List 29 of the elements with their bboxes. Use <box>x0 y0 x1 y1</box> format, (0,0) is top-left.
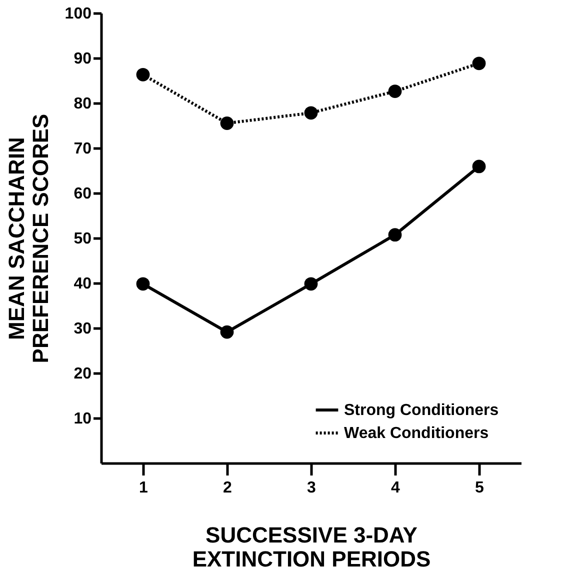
y-tick-label: 60 <box>74 186 92 202</box>
point <box>136 68 150 82</box>
x-axis-title: SUCCESSIVE 3-DAY EXTINCTION PERIODS <box>192 522 431 572</box>
point <box>220 116 234 130</box>
x-tick-label: 3 <box>307 480 316 496</box>
y-tick-label: 10 <box>74 410 92 428</box>
y-tick-label: 70 <box>74 140 92 158</box>
y-tick-label: 40 <box>74 276 92 292</box>
point <box>472 160 486 174</box>
point <box>304 277 318 291</box>
y-axis-title: MEAN SACCHARIN PREFERENCE SCORES <box>4 114 53 364</box>
point <box>388 84 402 98</box>
y-tick-label: 100 <box>64 6 92 22</box>
y-tick-label: 20 <box>74 366 92 382</box>
legend-label: Weak Conditioners <box>344 425 489 442</box>
x-tick-label: 1 <box>139 480 148 496</box>
y-tick-label: 90 <box>74 50 92 68</box>
x-tick-label: 2 <box>223 480 232 496</box>
y-tick-label: 50 <box>74 230 92 248</box>
y-tick-label: 80 <box>74 96 92 112</box>
point <box>220 325 234 339</box>
point <box>304 106 318 120</box>
x-tick-label: 4 <box>391 480 400 496</box>
legend-label: Strong Conditioners <box>344 402 499 419</box>
point <box>136 277 150 291</box>
x-tick-label: 5 <box>475 480 484 496</box>
y-tick-label: 30 <box>74 320 92 338</box>
point <box>388 228 402 242</box>
point <box>472 56 486 70</box>
